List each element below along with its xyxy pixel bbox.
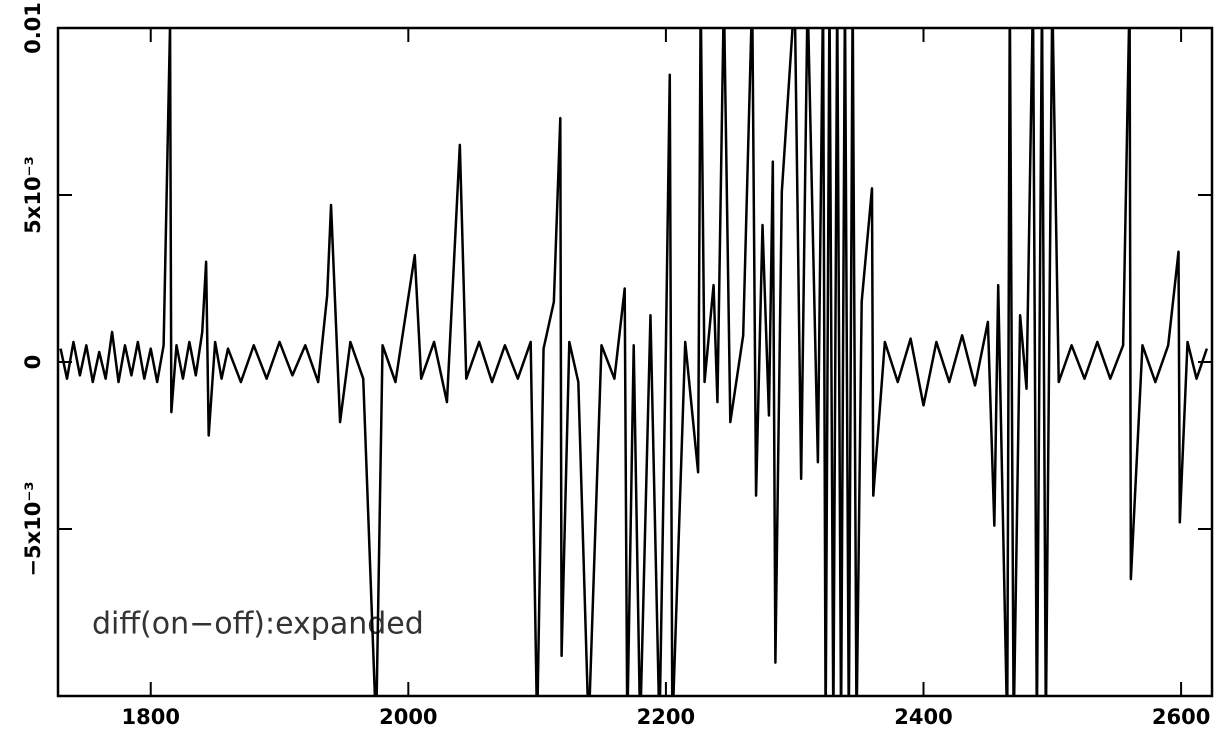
x-tick-label: 2000 bbox=[379, 705, 437, 729]
y-tick-label: 0 bbox=[21, 355, 45, 370]
x-tick-label: 1800 bbox=[122, 705, 180, 729]
x-tick-label: 2400 bbox=[894, 705, 952, 729]
plot-area bbox=[59, 28, 1209, 696]
x-tick-label: 2600 bbox=[1152, 705, 1210, 729]
annotation: diff(on−off):expanded bbox=[92, 607, 424, 642]
signal-line bbox=[59, 28, 1209, 696]
y-tick-label: 0.01 bbox=[21, 2, 45, 54]
y-tick-label: 5x10⁻³ bbox=[21, 156, 45, 234]
y-tick-label: −5x10⁻³ bbox=[21, 481, 45, 576]
x-tick-label: 2200 bbox=[637, 705, 695, 729]
